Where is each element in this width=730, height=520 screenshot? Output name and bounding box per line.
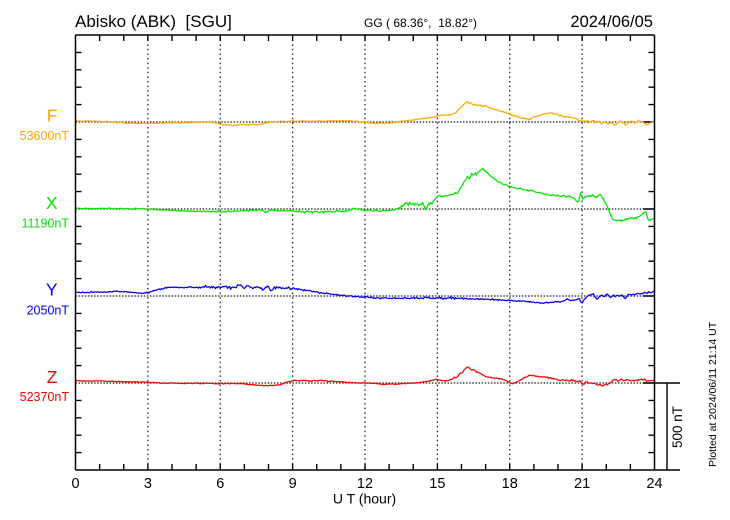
- svg-text:F: F: [47, 106, 58, 126]
- svg-text:GG ( 68.36°, 18.82°): GG ( 68.36°, 18.82°): [364, 16, 477, 30]
- svg-text:3: 3: [144, 476, 152, 492]
- svg-text:6: 6: [216, 476, 224, 492]
- svg-text:Y: Y: [46, 280, 58, 300]
- svg-text:0: 0: [71, 476, 79, 492]
- svg-text:2024/06/05: 2024/06/05: [570, 13, 653, 31]
- svg-text:12: 12: [357, 476, 373, 492]
- svg-text:11190nT: 11190nT: [22, 217, 70, 231]
- svg-text:21: 21: [574, 476, 590, 492]
- svg-text:52370nT: 52370nT: [20, 390, 70, 404]
- svg-text:500 nT: 500 nT: [670, 406, 685, 448]
- svg-text:Abisko (ABK) [SGU]: Abisko (ABK) [SGU]: [75, 12, 232, 31]
- svg-text:9: 9: [289, 476, 297, 492]
- svg-text:Plotted at 2024/06/11 21:14 UT: Plotted at 2024/06/11 21:14 UT: [707, 321, 719, 467]
- svg-text:24: 24: [646, 476, 662, 492]
- svg-text:53600nT: 53600nT: [20, 129, 70, 143]
- svg-text:X: X: [46, 193, 58, 213]
- svg-text:15: 15: [429, 476, 445, 492]
- svg-text:2050nT: 2050nT: [27, 304, 70, 318]
- svg-text:18: 18: [502, 476, 518, 492]
- svg-text:Z: Z: [47, 367, 58, 387]
- svg-text:U T (hour): U T (hour): [333, 491, 396, 507]
